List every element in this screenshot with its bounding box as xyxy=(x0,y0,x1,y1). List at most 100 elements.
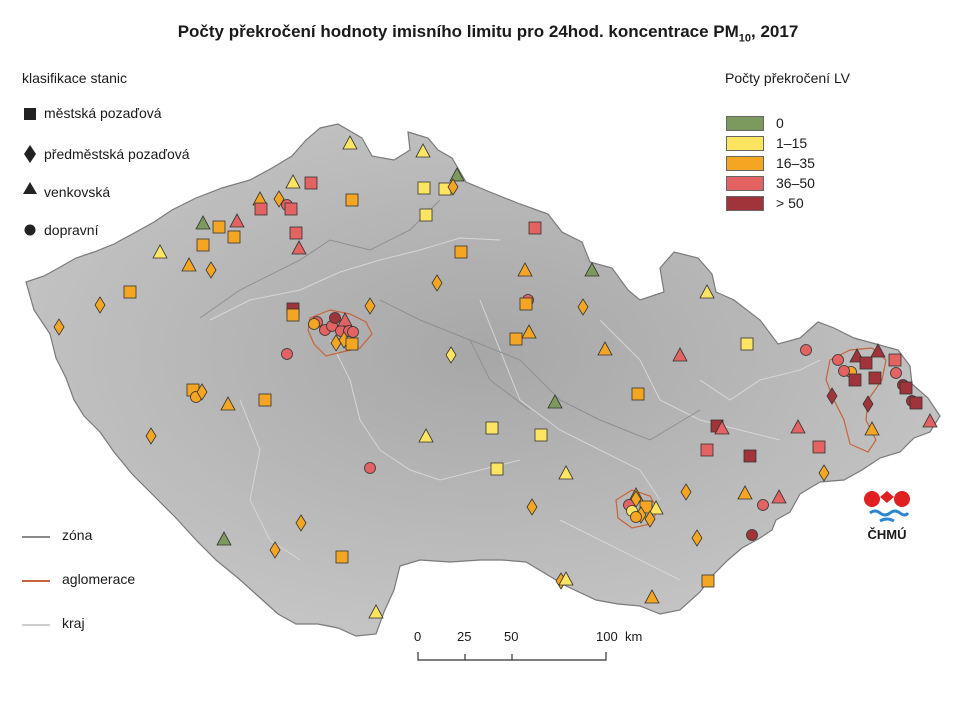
legend-swatch xyxy=(726,156,764,171)
station-marker-triangle xyxy=(220,396,236,411)
legend-swatch xyxy=(726,116,764,131)
station-marker-triangle xyxy=(558,465,574,480)
station-marker-square xyxy=(212,220,226,234)
legend-label-urban-background: městská pozaďová xyxy=(44,105,162,121)
legend-swatch-row: 0 xyxy=(726,115,836,133)
station-marker-triangle xyxy=(337,312,353,327)
station-marker-diamond xyxy=(431,274,443,292)
station-marker-triangle xyxy=(584,262,600,277)
station-marker-triangle xyxy=(181,257,197,272)
legend-swatch-row: > 50 xyxy=(726,195,836,213)
station-marker-square xyxy=(485,421,499,435)
station-marker-triangle xyxy=(547,394,563,409)
station-marker-triangle xyxy=(418,428,434,443)
station-marker-square xyxy=(701,574,715,588)
legend-label-suburban-background: předměstská pozaďová xyxy=(44,146,190,162)
station-marker-triangle xyxy=(864,421,880,436)
station-marker-diamond xyxy=(269,541,281,559)
legend-diamond-symbol xyxy=(24,145,36,163)
legend-swatch-label: 16–35 xyxy=(776,155,815,171)
station-marker-triangle xyxy=(672,347,688,362)
station-marker-diamond xyxy=(196,383,208,401)
station-marker-triangle xyxy=(597,341,613,356)
station-marker-square xyxy=(909,396,923,410)
legend-swatch xyxy=(726,176,764,191)
station-marker-diamond xyxy=(826,387,838,405)
station-marker-circle xyxy=(832,354,844,366)
station-marker-triangle xyxy=(790,419,806,434)
station-marker-triangle xyxy=(870,343,886,358)
station-marker-diamond xyxy=(295,514,307,532)
legend-line-sample xyxy=(22,580,50,582)
station-marker-diamond xyxy=(53,318,65,336)
station-marker-square xyxy=(888,353,902,367)
station-marker-triangle xyxy=(521,324,537,339)
station-marker-triangle xyxy=(415,143,431,158)
station-marker-diamond xyxy=(862,395,874,413)
legend-swatch xyxy=(726,196,764,211)
legend-label-rural: venkovská xyxy=(44,184,111,200)
station-marker-square xyxy=(519,297,533,311)
station-marker-square xyxy=(286,308,300,322)
legend-swatch-row: 36–50 xyxy=(726,175,836,193)
station-marker-square xyxy=(899,381,913,395)
station-marker-circle xyxy=(281,348,293,360)
station-marker-triangle xyxy=(517,262,533,277)
station-marker-diamond xyxy=(447,178,459,196)
station-marker-square xyxy=(490,462,504,476)
legend-line-sample xyxy=(22,536,50,538)
legend-line-sample xyxy=(22,624,50,626)
stations-layer xyxy=(53,135,938,619)
station-marker-circle xyxy=(329,312,341,324)
station-marker-square xyxy=(254,202,268,216)
station-marker-triangle xyxy=(368,604,384,619)
station-marker-square xyxy=(196,238,210,252)
legend-square-symbol xyxy=(24,108,36,120)
exceedance-legend-title: Počty překročení LV xyxy=(725,70,851,86)
legend-line-label: kraj xyxy=(62,615,85,631)
station-marker-square xyxy=(227,230,241,244)
scale-tick-0: 0 xyxy=(414,629,422,644)
scale-tick-100: 100 xyxy=(596,629,618,644)
station-marker-diamond xyxy=(577,298,589,316)
station-marker-square xyxy=(454,245,468,259)
chmu-logo: ČHMÚ xyxy=(862,487,912,547)
station-marker-square xyxy=(859,356,873,370)
station-marker-diamond xyxy=(526,498,538,516)
station-marker-triangle xyxy=(922,413,938,428)
chmu-logo-mark xyxy=(864,491,910,523)
station-marker-triangle xyxy=(285,174,301,189)
station-marker-diamond xyxy=(818,464,830,482)
station-marker-square xyxy=(258,393,272,407)
scale-bar xyxy=(417,652,607,661)
station-marker-square xyxy=(284,202,298,216)
station-marker-circle xyxy=(364,462,376,474)
station-marker-diamond xyxy=(145,427,157,445)
station-marker-triangle xyxy=(644,589,660,604)
title-suffix: , 2017 xyxy=(751,22,799,41)
station-marker-square xyxy=(304,176,318,190)
station-marker-triangle xyxy=(737,485,753,500)
legend-swatch-label: 0 xyxy=(776,115,784,131)
legend-triangle-symbol xyxy=(23,182,37,194)
station-marker-diamond xyxy=(680,483,692,501)
station-class-legend-title: klasifikace stanic xyxy=(22,70,128,86)
station-marker-square xyxy=(528,221,542,235)
legend-swatch-label: 1–15 xyxy=(776,135,808,151)
station-marker-square xyxy=(848,373,862,387)
station-marker-circle xyxy=(838,365,850,377)
station-marker-circle xyxy=(347,326,359,338)
station-marker-square xyxy=(335,550,349,564)
station-marker-triangle xyxy=(216,531,232,546)
chmu-logo-text: ČHMÚ xyxy=(867,527,907,542)
station-marker-triangle xyxy=(342,135,358,150)
station-marker-triangle xyxy=(771,489,787,504)
legend-label-traffic: dopravní xyxy=(44,222,99,238)
station-marker-diamond xyxy=(644,510,656,528)
scale-tick-25: 25 xyxy=(457,629,472,644)
station-marker-square xyxy=(631,387,645,401)
scale-tick-50: 50 xyxy=(504,629,519,644)
title-main: Počty překročení hodnoty imisního limitu… xyxy=(177,22,739,41)
legend-swatch-label: 36–50 xyxy=(776,175,815,191)
